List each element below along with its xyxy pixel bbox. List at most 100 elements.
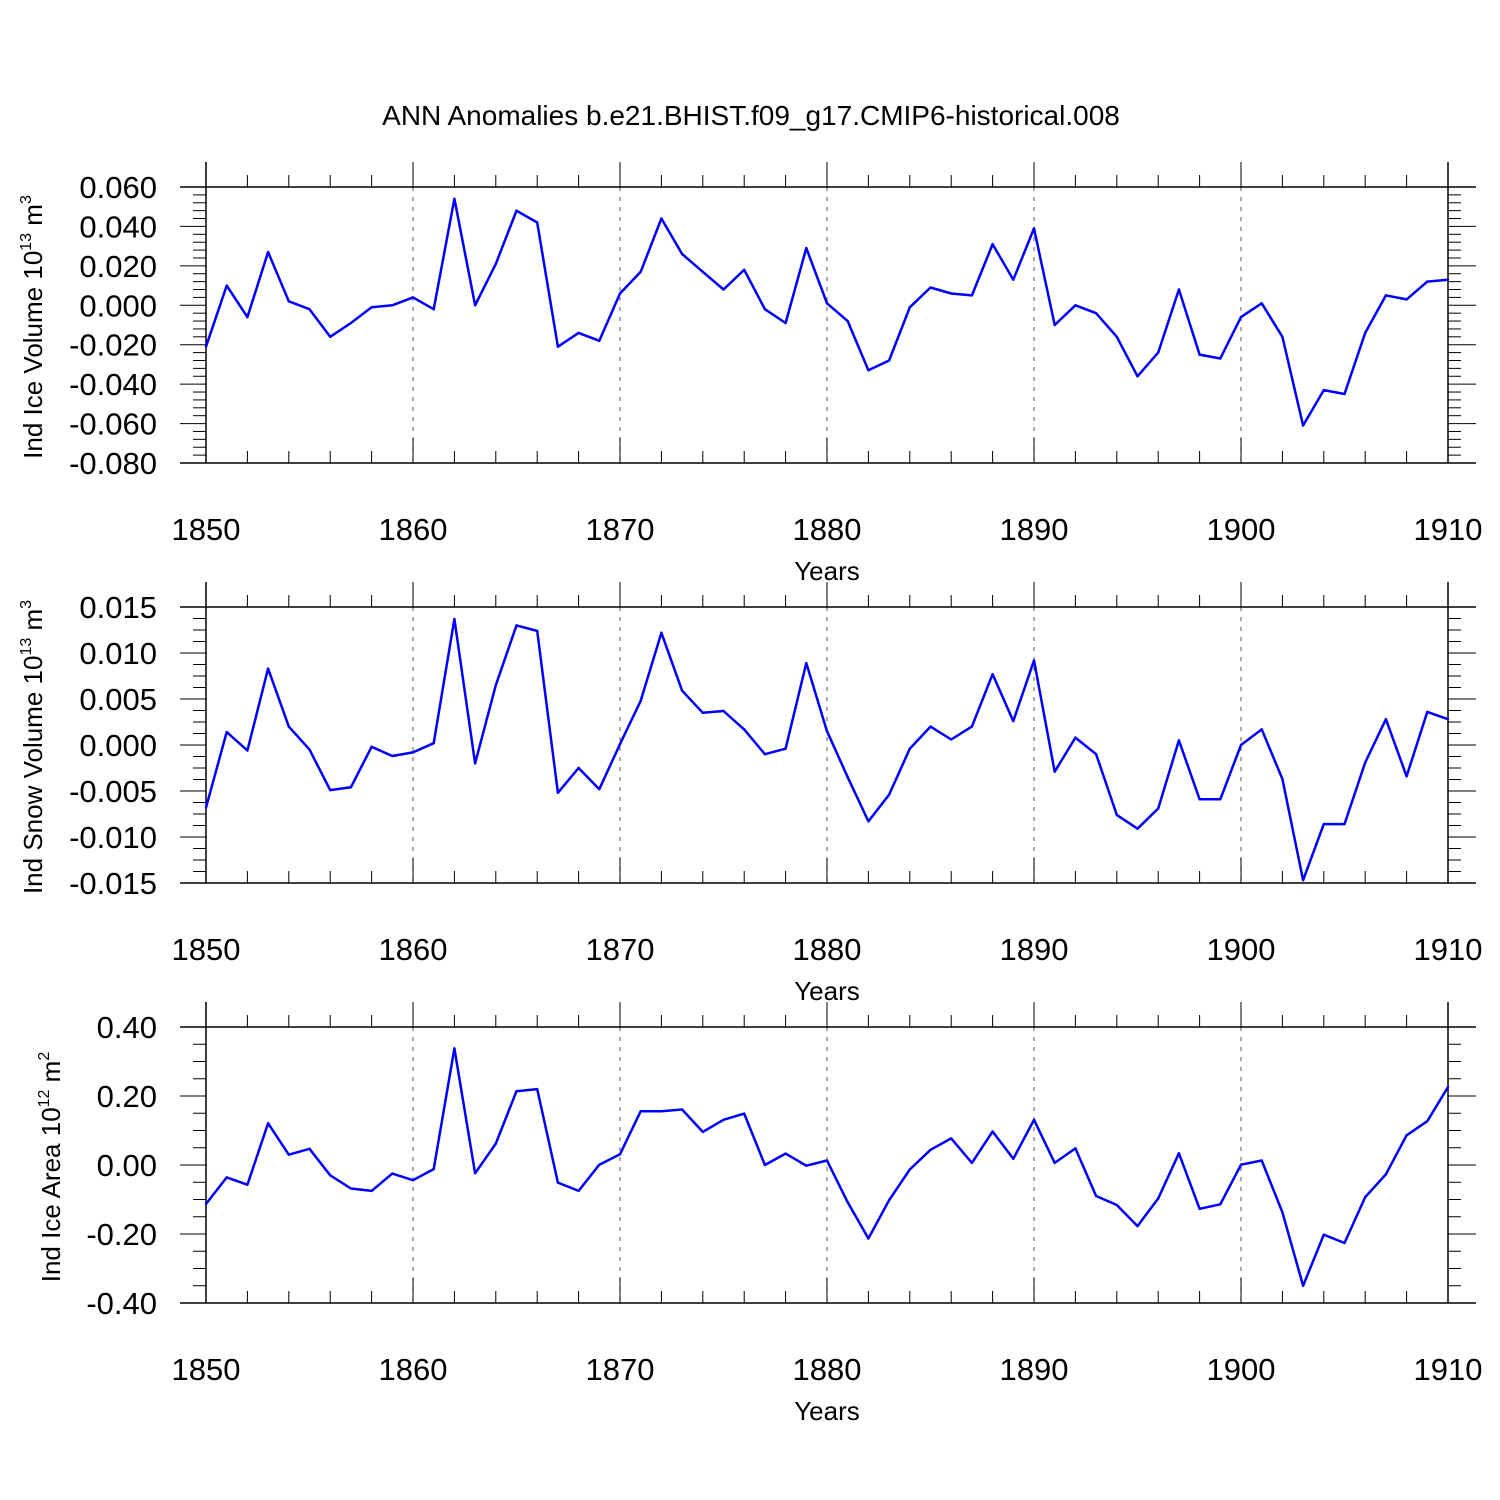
data-point <box>991 1130 994 1133</box>
data-point <box>1157 351 1160 354</box>
data-point <box>329 1174 332 1177</box>
data-point <box>536 629 539 633</box>
data-point <box>1115 1203 1119 1207</box>
data-point <box>308 308 311 311</box>
data-point <box>929 1148 932 1152</box>
data-point <box>453 617 456 621</box>
data-point <box>473 1172 477 1175</box>
data-point <box>1136 375 1139 378</box>
data-point <box>1446 278 1450 281</box>
data-point <box>494 1142 497 1145</box>
x-tick-label: 1890 <box>1000 932 1069 967</box>
data-point <box>577 1189 580 1193</box>
data-point <box>225 1176 228 1179</box>
data-point <box>577 331 580 335</box>
data-point <box>660 1109 663 1113</box>
data-point <box>1074 736 1077 739</box>
data-point <box>1198 353 1201 356</box>
panel-1: 0.060 0.040 0.020 0.000 -0.020 -0.040 -0.060 -0… <box>18 162 1482 586</box>
data-point <box>432 308 435 311</box>
x-tick-label: 1900 <box>1207 512 1276 547</box>
data-point <box>867 1237 870 1240</box>
y-tick-label: -0.080 <box>69 446 157 481</box>
data-point <box>701 270 704 273</box>
data-point <box>1446 1085 1450 1089</box>
data-point <box>846 776 849 779</box>
data-point <box>950 1137 953 1140</box>
data-point <box>329 335 332 339</box>
data-point <box>825 730 829 733</box>
data-point <box>287 1153 290 1156</box>
data-point <box>473 762 477 765</box>
data-point <box>598 339 601 342</box>
data-point <box>1053 323 1056 327</box>
data-point <box>246 749 249 752</box>
data-point <box>598 1163 601 1166</box>
y-axis-label: Ind Ice Volume 1013 m3 <box>18 195 48 459</box>
y-tick-label: 0.000 <box>79 728 157 763</box>
y-tick-label: -0.010 <box>69 820 157 855</box>
data-point <box>846 319 849 323</box>
data-point <box>970 725 974 728</box>
data-point <box>908 306 911 309</box>
data-point <box>1364 331 1367 335</box>
data-point <box>1074 1147 1077 1150</box>
x-tick-label: 1910 <box>1414 512 1483 547</box>
data-point <box>618 1153 622 1156</box>
x-tick-label: 1860 <box>379 932 448 967</box>
x-tick-label: 1870 <box>586 1352 655 1387</box>
data-point <box>867 369 870 372</box>
chart-title: ANN Anomalies b.e21.BHIST.f09_g17.CMIP6-… <box>382 100 1120 131</box>
data-point <box>1405 775 1408 778</box>
data-point <box>1012 719 1015 723</box>
data-point <box>722 1118 725 1122</box>
data-point <box>970 1161 974 1165</box>
data-point <box>950 738 953 741</box>
data-point <box>639 270 642 273</box>
x-tick-label: 1900 <box>1207 932 1276 967</box>
data-point <box>1198 798 1201 801</box>
data-point <box>1032 227 1036 230</box>
data-point <box>722 709 725 713</box>
data-point <box>908 1168 911 1171</box>
y-axis-label: Ind Snow Volume 1013 m3 <box>18 600 48 894</box>
data-point <box>639 699 642 703</box>
data-point <box>1364 1195 1367 1199</box>
y-axis-label: Ind Ice Area 1012 m2 <box>36 1052 66 1283</box>
data-point <box>1384 718 1388 721</box>
data-point <box>1177 739 1181 742</box>
x-tick-label: 1850 <box>172 1352 241 1387</box>
data-point <box>204 345 208 348</box>
x-axis-label: Years <box>794 1396 860 1426</box>
data-point <box>411 1178 415 1182</box>
data-point <box>453 1047 456 1050</box>
data-point <box>1322 388 1326 392</box>
y-tick-label: -0.015 <box>69 866 157 901</box>
data-point <box>349 321 353 325</box>
data-point <box>1260 728 1263 731</box>
data-point <box>577 766 580 770</box>
data-point <box>515 1089 518 1093</box>
chart-panels: 0.060 0.040 0.020 0.000 -0.020 -0.040 -0.060 -0… <box>18 162 1482 1426</box>
y-tick-label: -0.40 <box>86 1286 157 1321</box>
x-tick-label: 1890 <box>1000 1352 1069 1387</box>
x-tick-label: 1880 <box>793 512 862 547</box>
x-tick-label: 1870 <box>586 512 655 547</box>
data-point <box>1053 1161 1056 1165</box>
data-point <box>1053 770 1056 773</box>
data-point <box>1239 315 1243 319</box>
data-point <box>1260 302 1263 305</box>
data-point <box>929 725 932 728</box>
data-point <box>887 793 891 796</box>
data-point <box>1446 718 1450 721</box>
data-point <box>701 1130 704 1134</box>
data-point <box>1343 1241 1346 1245</box>
data-point <box>639 1109 642 1113</box>
data-point <box>494 684 497 687</box>
data-point <box>370 1189 373 1193</box>
data-point <box>991 672 994 676</box>
panel-2: 0.015 0.010 0.005 0.000 -0.005 -0.010 -0.015 18… <box>18 582 1482 1006</box>
x-tick-label: 1850 <box>172 512 241 547</box>
data-point <box>680 1108 684 1111</box>
